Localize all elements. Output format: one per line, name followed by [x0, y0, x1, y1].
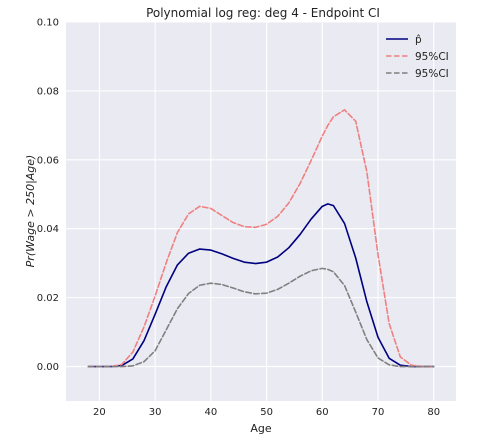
x-tick-label: 30 — [149, 407, 162, 418]
x-tick-label: 60 — [316, 407, 329, 418]
y-tick-label: 0.04 — [37, 224, 59, 235]
legend-label-0: p̂ — [415, 34, 422, 46]
series-line-0 — [87, 203, 435, 368]
legend-label-1: 95%CI — [415, 51, 449, 63]
series-line-1 — [87, 109, 435, 368]
x-tick-label: 50 — [260, 407, 273, 418]
tick-layer: 20 30 40 50 60 70 80 0.00 0.02 0.04 0.06 0.08 0.10 — [37, 18, 440, 419]
legend-label-2: 95%CI — [415, 68, 449, 80]
x-tick-label: 70 — [372, 407, 385, 418]
x-tick-label: 20 — [93, 407, 106, 418]
plot-area — [66, 22, 456, 401]
series-line-2 — [87, 267, 435, 368]
legend: p̂ 95%CI 95%CI — [386, 34, 449, 80]
x-axis-label: Age — [250, 422, 272, 435]
y-tick-label: 0.00 — [37, 362, 59, 373]
y-axis-label: Pr(Wage > 250|Age) — [24, 155, 37, 268]
x-tick-label: 40 — [204, 407, 217, 418]
grid-layer — [66, 21, 456, 401]
series-layer — [87, 109, 435, 368]
y-tick-label: 0.02 — [37, 293, 59, 304]
y-tick-label: 0.08 — [37, 86, 59, 97]
chart-title: Polynomial log reg: deg 4 - Endpoint CI — [146, 6, 380, 20]
y-tick-label: 0.06 — [37, 155, 59, 166]
y-tick-label: 0.10 — [37, 18, 59, 29]
x-tick-label: 80 — [427, 407, 440, 418]
